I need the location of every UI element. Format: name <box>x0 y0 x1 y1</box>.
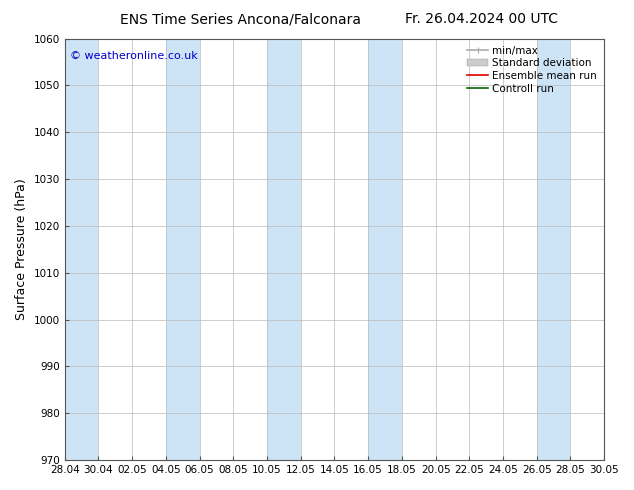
Bar <box>166 39 200 460</box>
Y-axis label: Surface Pressure (hPa): Surface Pressure (hPa) <box>15 178 28 320</box>
Legend: min/max, Standard deviation, Ensemble mean run, Controll run: min/max, Standard deviation, Ensemble me… <box>465 44 599 96</box>
Bar <box>537 39 571 460</box>
Text: Fr. 26.04.2024 00 UTC: Fr. 26.04.2024 00 UTC <box>405 12 559 26</box>
Text: ENS Time Series Ancona/Falconara: ENS Time Series Ancona/Falconara <box>120 12 361 26</box>
Text: © weatheronline.co.uk: © weatheronline.co.uk <box>70 51 198 61</box>
Bar <box>368 39 402 460</box>
Title: ENS Time Series Ancona/Falconara    Fr. 26.04.2024 00 UTC: ENS Time Series Ancona/Falconara Fr. 26.… <box>0 489 1 490</box>
Bar <box>267 39 301 460</box>
Bar <box>65 39 98 460</box>
